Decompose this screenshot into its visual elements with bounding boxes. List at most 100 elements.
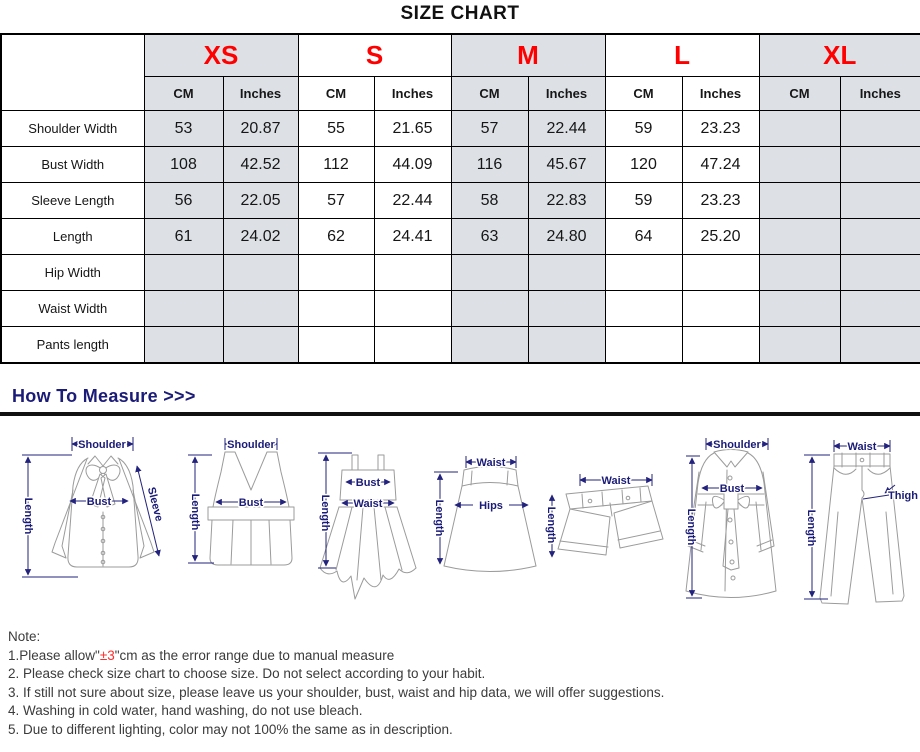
note-line-1: 1.Please allow"±3"cm as the error range …	[8, 647, 664, 666]
notes-section: Note: 1.Please allow"±3"cm as the error …	[8, 628, 664, 739]
cell	[604, 254, 683, 291]
cell: 61	[143, 218, 224, 255]
unit-cell-inches: Inches	[527, 76, 606, 111]
cell	[758, 218, 841, 255]
table-row-bust-width: Bust Width 108 42.52 112 44.09 116 45.67…	[0, 146, 920, 183]
cell: 42.52	[222, 146, 299, 183]
unit-cell-inches: Inches	[373, 76, 452, 111]
label-thigh: Thigh	[888, 490, 918, 502]
cell	[839, 254, 920, 291]
garment-skirt-figure: Waist Hips Length	[432, 456, 537, 572]
notes-heading: Note:	[8, 629, 41, 644]
unit-cell-cm: CM	[604, 76, 683, 111]
cell	[758, 254, 841, 291]
garment-jeans-figure: Waist Thigh Length	[804, 440, 920, 605]
cell: 22.44	[527, 110, 606, 147]
cell: 112	[297, 146, 375, 183]
cell: 116	[450, 146, 529, 183]
unit-header-row: CM Inches CM Inches CM Inches CM Inches …	[1, 76, 920, 111]
note-1-pre: 1.Please allow"	[8, 647, 100, 663]
cell	[297, 254, 375, 291]
unit-cell-inches: Inches	[839, 76, 920, 111]
cell	[373, 254, 452, 291]
label-shoulder: Shoulder	[227, 439, 275, 451]
cell: 64	[604, 218, 683, 255]
label-length: Length	[433, 500, 445, 537]
garment-blouse-figure: Shoulder Bust Sleeve Length	[21, 437, 166, 578]
row-label: Length	[0, 218, 145, 255]
note-line-2: 2. Please check size chart to choose siz…	[8, 666, 486, 681]
cell	[758, 110, 841, 147]
cell: 24.02	[222, 218, 299, 255]
cell	[758, 146, 841, 183]
label-length: Length	[22, 498, 34, 535]
how-to-measure-heading: How To Measure >>>	[12, 386, 196, 406]
cell: 63	[450, 218, 529, 255]
measure-illustrations: Shoulder Bust Sleeve Length Shoulder Bus…	[21, 437, 920, 605]
size-chart-table: XS S M L XL CM Inches CM Inches CM Inche…	[0, 33, 920, 364]
cell: 45.67	[527, 146, 606, 183]
table-row-hip-width: Hip Width	[0, 254, 920, 291]
size-col-xs: XS	[143, 33, 299, 77]
cell	[527, 290, 606, 327]
unit-cell-cm: CM	[143, 76, 224, 111]
size-header-row: XS S M L XL	[0, 33, 920, 111]
row-label: Sleeve Length	[0, 182, 145, 219]
cell	[839, 218, 920, 255]
garment-vest-figure: Shoulder Bust Length	[188, 438, 295, 566]
cell	[450, 290, 529, 327]
cell: 57	[450, 110, 529, 147]
size-col-l: L	[604, 33, 760, 77]
cell: 62	[297, 218, 375, 255]
unit-cell-inches: Inches	[222, 76, 299, 111]
unit-cell-cm: CM	[758, 76, 841, 111]
label-waist: Waist	[477, 457, 506, 469]
label-shoulder: Shoulder	[78, 439, 126, 451]
cell	[373, 290, 452, 327]
label-waist: Waist	[354, 498, 383, 510]
cell: 25.20	[681, 218, 760, 255]
cell	[604, 326, 683, 364]
cell: 47.24	[681, 146, 760, 183]
cell	[527, 254, 606, 291]
table-row-pants-length: Pants length	[0, 326, 920, 364]
cell	[143, 326, 224, 364]
label-shoulder: Shoulder	[713, 439, 761, 451]
garment-coat-figure: Shoulder Bust Length	[684, 438, 777, 599]
label-bust: Bust	[239, 497, 264, 509]
cell: 59	[604, 110, 683, 147]
label-waist: Waist	[848, 441, 877, 453]
divider-rule	[0, 412, 920, 416]
table-row-sleeve-length: Sleeve Length 56 22.05 57 22.44 58 22.83…	[0, 182, 920, 219]
label-sleeve: Sleeve	[145, 486, 165, 523]
size-col-xl: XL	[758, 33, 920, 77]
cell	[681, 290, 760, 327]
note-line-3: 3. If still not sure about size, please …	[8, 684, 665, 700]
cell: 56	[143, 182, 224, 219]
cell	[143, 254, 224, 291]
cell	[681, 326, 760, 364]
cell: 22.05	[222, 182, 299, 219]
unit-cell-cm: CM	[297, 76, 375, 111]
label-length: Length	[685, 509, 697, 546]
label-bust: Bust	[356, 477, 381, 489]
label-bust: Bust	[87, 496, 112, 508]
label-bust: Bust	[720, 483, 745, 495]
cell	[758, 290, 841, 327]
table-row-length: Length 61 24.02 62 24.41 63 24.80 64 25.…	[0, 218, 920, 255]
cell: 24.80	[527, 218, 606, 255]
cell	[222, 290, 299, 327]
cell	[143, 290, 224, 327]
cell	[839, 146, 920, 183]
label-length: Length	[805, 510, 817, 547]
cell: 108	[143, 146, 224, 183]
cell	[681, 254, 760, 291]
cell: 58	[450, 182, 529, 219]
cell	[297, 290, 375, 327]
label-length: Length	[319, 495, 331, 532]
label-waist: Waist	[602, 475, 631, 487]
note-1-tolerance: ±3	[99, 647, 115, 663]
cell	[839, 326, 920, 364]
cell	[222, 326, 299, 364]
